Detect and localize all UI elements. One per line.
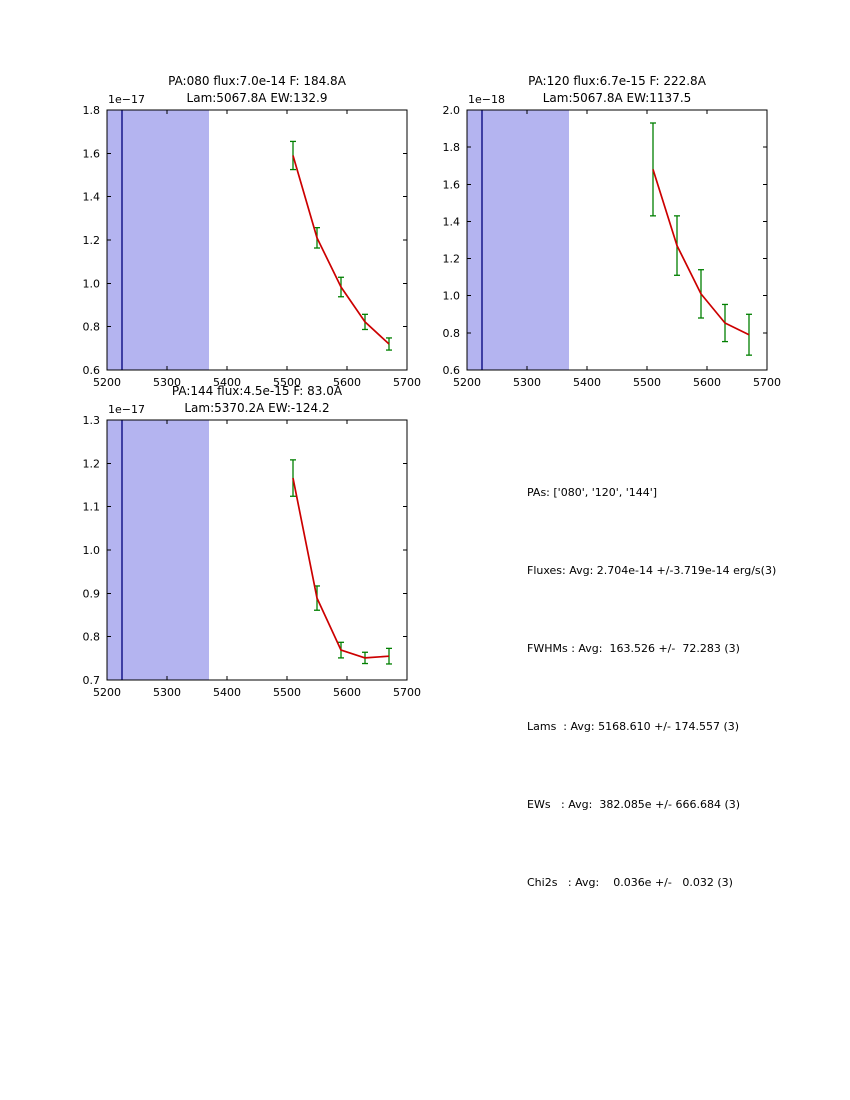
shaded-band xyxy=(107,110,209,370)
y-tick-labels: 0.6 0.8 1.0 1.2 1.4 1.6 1.8 2.0 xyxy=(443,104,461,377)
chart-canvas: 5200 5300 5400 5500 5600 5700 0.6 0.8 1.0 1.2 1.4 1… xyxy=(83,104,422,389)
subplot-pa144: PA:144 flux:4.5e-15 F: 83.0A Lam:5370.2A… xyxy=(42,365,432,715)
svg-text:5600: 5600 xyxy=(693,376,721,389)
svg-text:1.0: 1.0 xyxy=(443,290,461,303)
svg-text:1.2: 1.2 xyxy=(83,457,101,470)
svg-text:5200: 5200 xyxy=(453,376,481,389)
svg-text:5700: 5700 xyxy=(393,686,421,699)
svg-text:5700: 5700 xyxy=(753,376,781,389)
chart-subtitle: Lam:5370.2A EW:-124.2 xyxy=(184,401,330,415)
tick-marks xyxy=(106,109,408,371)
svg-text:5700: 5700 xyxy=(393,376,421,389)
svg-text:0.8: 0.8 xyxy=(443,327,461,340)
plot-area: 5200 5300 5400 5500 5600 5700 0.6 0.8 1.0 1.2 1.4 1… xyxy=(42,55,432,409)
svg-text:1.8: 1.8 xyxy=(443,141,461,154)
svg-text:5600: 5600 xyxy=(333,686,361,699)
error-bars xyxy=(290,140,392,351)
y-tick-labels: 0.7 0.8 0.9 1.0 1.1 1.2 1.3 xyxy=(83,414,101,687)
svg-text:5300: 5300 xyxy=(153,376,181,389)
svg-text:5500: 5500 xyxy=(273,686,301,699)
data-line xyxy=(292,477,390,659)
svg-text:5400: 5400 xyxy=(573,376,601,389)
y-tick-labels: 0.6 0.8 1.0 1.2 1.4 1.6 1.8 xyxy=(83,104,101,377)
chart-title: PA:080 flux:7.0e-14 F: 184.8A xyxy=(168,74,346,88)
svg-text:1.8: 1.8 xyxy=(83,104,101,117)
chart-subtitle: Lam:5067.8A EW:1137.5 xyxy=(542,91,692,105)
tick-marks xyxy=(466,109,768,371)
svg-text:1.0: 1.0 xyxy=(83,544,101,557)
y-axis-offset-label: 1e−17 xyxy=(108,403,145,416)
chart-title: PA:120 flux:6.7e-15 F: 222.8A xyxy=(528,74,706,88)
svg-text:1.4: 1.4 xyxy=(83,191,101,204)
svg-text:5500: 5500 xyxy=(633,376,661,389)
chart-canvas: 5200 5300 5400 5500 5600 5700 0.7 0.8 0.9 1.0 1.1 1… xyxy=(83,414,422,699)
svg-text:5300: 5300 xyxy=(513,376,541,389)
svg-text:1.6: 1.6 xyxy=(443,178,461,191)
subplot-pa120: PA:120 flux:6.7e-15 F: 222.8A Lam:5067.8… xyxy=(402,55,792,405)
plot-area: 5200 5300 5400 5500 5600 5700 0.7 0.8 0.9 1.0 1.1 1… xyxy=(42,365,432,719)
svg-text:2.0: 2.0 xyxy=(443,104,461,117)
summary-line-fluxes: Fluxes: Avg: 2.704e-14 +/-3.719e-14 erg/… xyxy=(527,564,777,577)
plot-area: 5200 5300 5400 5500 5600 5700 0.6 0.8 1.0 1.2 1.4 1… xyxy=(402,55,792,409)
svg-text:5500: 5500 xyxy=(273,376,301,389)
svg-text:1.2: 1.2 xyxy=(443,253,461,266)
svg-text:0.8: 0.8 xyxy=(83,321,101,334)
shaded-band xyxy=(107,420,209,680)
svg-text:1.6: 1.6 xyxy=(83,147,101,160)
data-line xyxy=(652,169,750,336)
x-tick-labels: 5200 5300 5400 5500 5600 5700 xyxy=(93,376,421,389)
y-axis-offset-label: 1e−17 xyxy=(108,93,145,106)
subplot-pa080: PA:080 flux:7.0e-14 F: 184.8A Lam:5067.8… xyxy=(42,55,432,405)
svg-text:5200: 5200 xyxy=(93,686,121,699)
tick-marks xyxy=(106,419,408,681)
data-line xyxy=(292,155,390,345)
chart-title: PA:144 flux:4.5e-15 F: 83.0A xyxy=(171,384,343,398)
svg-text:0.6: 0.6 xyxy=(443,364,461,377)
svg-text:1.4: 1.4 xyxy=(443,215,461,228)
svg-text:1.1: 1.1 xyxy=(83,501,101,514)
x-tick-labels: 5200 5300 5400 5500 5600 5700 xyxy=(93,686,421,699)
summary-line-lams: Lams : Avg: 5168.610 +/- 174.557 (3) xyxy=(527,720,740,733)
summary-text-block: PAs: ['080', '120', '144'] Fluxes: Avg: … xyxy=(527,428,776,948)
svg-text:1.2: 1.2 xyxy=(83,234,101,247)
svg-text:5400: 5400 xyxy=(213,686,241,699)
summary-line-pas: PAs: ['080', '120', '144'] xyxy=(527,486,658,499)
chart-canvas: 5200 5300 5400 5500 5600 5700 0.6 0.8 1.0 1.2 1.4 1… xyxy=(443,104,782,389)
svg-text:0.7: 0.7 xyxy=(83,674,101,687)
chart-subtitle: Lam:5067.8A EW:132.9 xyxy=(186,91,328,105)
axes-frame xyxy=(466,109,768,371)
y-axis-offset-label: 1e−18 xyxy=(468,93,505,106)
summary-line-fwhms: FWHMs : Avg: 163.526 +/- 72.283 (3) xyxy=(527,642,740,655)
svg-text:0.9: 0.9 xyxy=(83,587,101,600)
svg-text:5200: 5200 xyxy=(93,376,121,389)
error-bars xyxy=(650,122,752,356)
summary-line-ews: EWs : Avg: 382.085e +/- 666.684 (3) xyxy=(527,798,741,811)
x-tick-labels: 5200 5300 5400 5500 5600 5700 xyxy=(453,376,781,389)
summary-line-chi2s: Chi2s : Avg: 0.036e +/- 0.032 (3) xyxy=(527,876,733,889)
svg-text:1.3: 1.3 xyxy=(83,414,101,427)
shaded-band xyxy=(467,110,569,370)
svg-text:1.0: 1.0 xyxy=(83,277,101,290)
svg-text:5600: 5600 xyxy=(333,376,361,389)
error-bars xyxy=(290,459,392,665)
svg-text:0.6: 0.6 xyxy=(83,364,101,377)
svg-text:5400: 5400 xyxy=(213,376,241,389)
svg-text:5300: 5300 xyxy=(153,686,181,699)
svg-text:0.8: 0.8 xyxy=(83,631,101,644)
